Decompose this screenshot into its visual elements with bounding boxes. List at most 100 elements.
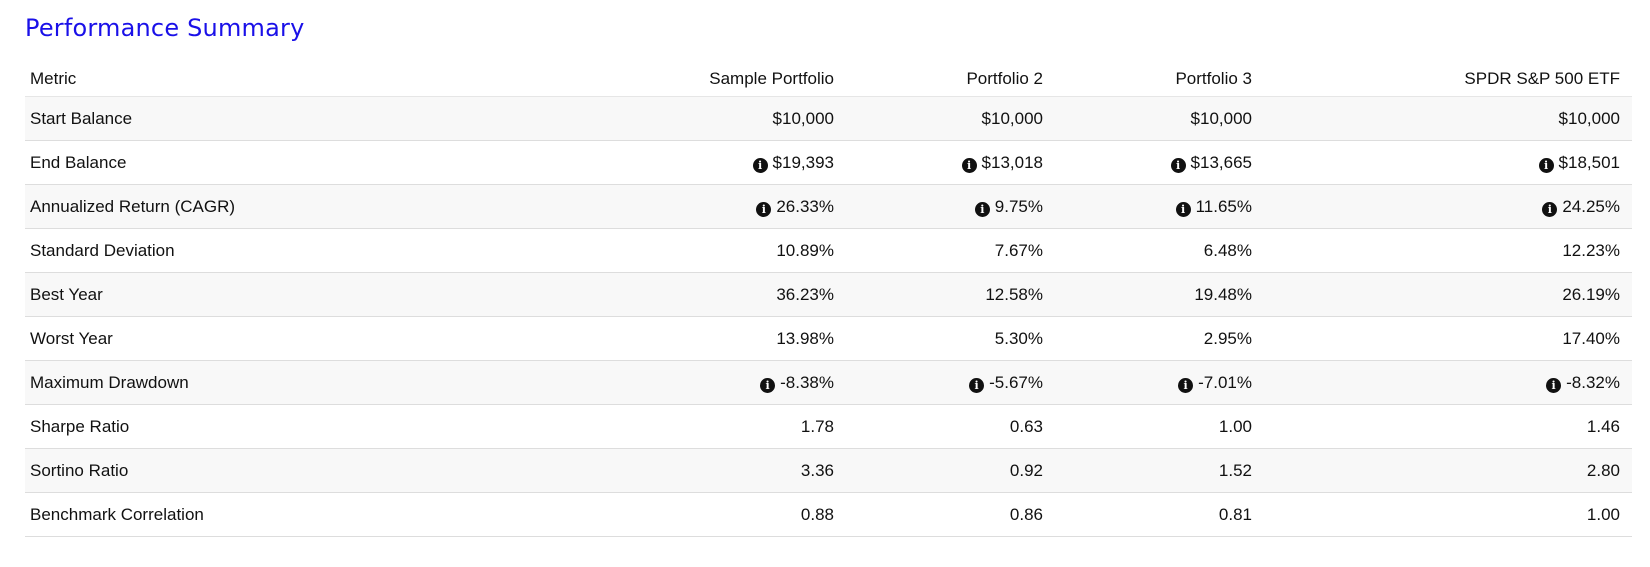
performance-summary-section: Performance Summary Metric Sample Portfo… [25, 14, 1632, 537]
cell-value-text: 13.98% [776, 328, 834, 348]
table-cell-value: i -7.01% [1055, 360, 1264, 405]
info-icon[interactable]: i [961, 157, 977, 173]
table-row: Sortino Ratio 3.36 0.92 1.52 2.80 [25, 448, 1632, 493]
table-cell-value: 13.98% [475, 316, 846, 361]
table-cell-value: i 24.25% [1264, 184, 1632, 229]
cell-value-text: 0.92 [1009, 460, 1043, 480]
info-icon[interactable]: i [760, 377, 776, 393]
column-header-portfolio-3: Portfolio 3 [1055, 62, 1264, 97]
info-icon[interactable]: i [1546, 377, 1562, 393]
table-row: Standard Deviation 10.89% 7.67% 6.48% 12.23% [25, 228, 1632, 273]
info-icon[interactable]: i [756, 201, 772, 217]
table-cell-value: 1.00 [1055, 404, 1264, 449]
cell-value-text: $13,665 [1190, 152, 1252, 172]
metric-label: Sortino Ratio [25, 448, 475, 493]
table-cell-value: 6.48% [1055, 228, 1264, 273]
cell-value-text: $10,000 [1190, 108, 1252, 128]
metric-label: Worst Year [25, 316, 475, 361]
cell-value-text: 9.75% [994, 196, 1043, 216]
table-cell-value: 12.58% [846, 272, 1055, 317]
cell-value-text: 0.88 [800, 504, 834, 524]
table-cell-value: $10,000 [475, 96, 846, 141]
column-header-sample-portfolio: Sample Portfolio [475, 62, 846, 97]
cell-value-text: 0.81 [1218, 504, 1252, 524]
table-cell-value: 3.36 [475, 448, 846, 493]
cell-value-text: 0.86 [1009, 504, 1043, 524]
metric-label: Standard Deviation [25, 228, 475, 273]
cell-value-text: 11.65% [1195, 196, 1252, 216]
page-title: Performance Summary [25, 14, 305, 42]
performance-summary-table: Metric Sample Portfolio Portfolio 2 Port… [25, 62, 1632, 537]
cell-value-text: 2.95% [1203, 328, 1252, 348]
table-cell-value: 1.00 [1264, 492, 1632, 537]
table-cell-value: i $13,018 [846, 140, 1055, 185]
info-icon[interactable]: i [969, 377, 985, 393]
cell-value-text: 12.58% [985, 284, 1043, 304]
table-body: Start Balance $10,000 $10,000 $10,000 $10,00… [25, 96, 1632, 537]
table-cell-value: 0.86 [846, 492, 1055, 537]
table-cell-value: $10,000 [846, 96, 1055, 141]
info-icon[interactable]: i [752, 157, 768, 173]
table-cell-value: 36.23% [475, 272, 846, 317]
table-cell-value: 10.89% [475, 228, 846, 273]
table-cell-value: $10,000 [1055, 96, 1264, 141]
table-cell-value: 2.95% [1055, 316, 1264, 361]
table-cell-value: i 9.75% [846, 184, 1055, 229]
table-row: Best Year 36.23% 12.58% 19.48% 26.19% [25, 272, 1632, 317]
cell-value-text: 1.00 [1218, 416, 1252, 436]
column-header-spdr-sp500-etf: SPDR S&P 500 ETF [1264, 62, 1632, 97]
cell-value-text: -5.67% [989, 372, 1043, 392]
metric-label: End Balance [25, 140, 475, 185]
table-row: Start Balance $10,000 $10,000 $10,000 $10,00… [25, 96, 1632, 141]
table-row: Maximum Drawdown i -8.38% i -5.67% i -7.01% i -8… [25, 360, 1632, 405]
table-row: Worst Year 13.98% 5.30% 2.95% 17.40% [25, 316, 1632, 361]
column-header-portfolio-2: Portfolio 2 [846, 62, 1055, 97]
cell-value-text: 10.89% [776, 240, 834, 260]
info-icon[interactable]: i [1175, 201, 1191, 217]
table-cell-value: 0.63 [846, 404, 1055, 449]
table-cell-value: 1.52 [1055, 448, 1264, 493]
table-cell-value: i -5.67% [846, 360, 1055, 405]
cell-value-text: 36.23% [776, 284, 834, 304]
info-icon[interactable]: i [1538, 157, 1554, 173]
cell-value-text: 2.80 [1586, 460, 1620, 480]
cell-value-text: $13,018 [981, 152, 1043, 172]
cell-value-text: $10,000 [981, 108, 1043, 128]
metric-label: Benchmark Correlation [25, 492, 475, 537]
cell-value-text: 6.48% [1203, 240, 1252, 260]
metric-label: Sharpe Ratio [25, 404, 475, 449]
cell-value-text: -8.38% [780, 372, 834, 392]
cell-value-text: 0.63 [1009, 416, 1043, 436]
cell-value-text: $10,000 [772, 108, 834, 128]
cell-value-text: 26.19% [1562, 284, 1620, 304]
info-icon[interactable]: i [1170, 157, 1186, 173]
table-row: Sharpe Ratio 1.78 0.63 1.00 1.46 [25, 404, 1632, 449]
cell-value-text: 1.78 [800, 416, 834, 436]
cell-value-text: 17.40% [1562, 328, 1620, 348]
table-cell-value: i $19,393 [475, 140, 846, 185]
table-cell-value: i $13,665 [1055, 140, 1264, 185]
table-cell-value: 12.23% [1264, 228, 1632, 273]
cell-value-text: 3.36 [800, 460, 834, 480]
cell-value-text: 12.23% [1562, 240, 1620, 260]
cell-value-text: 26.33% [776, 196, 834, 216]
table-cell-value: 0.81 [1055, 492, 1264, 537]
table-cell-value: 5.30% [846, 316, 1055, 361]
table-cell-value: i -8.32% [1264, 360, 1632, 405]
table-cell-value: i 26.33% [475, 184, 846, 229]
cell-value-text: 24.25% [1562, 196, 1620, 216]
cell-value-text: 7.67% [994, 240, 1043, 260]
cell-value-text: $10,000 [1558, 108, 1620, 128]
cell-value-text: 5.30% [994, 328, 1043, 348]
table-cell-value: 0.92 [846, 448, 1055, 493]
table-cell-value: i $18,501 [1264, 140, 1632, 185]
info-icon[interactable]: i [1542, 201, 1558, 217]
info-icon[interactable]: i [1178, 377, 1194, 393]
metric-label: Maximum Drawdown [25, 360, 475, 405]
table-cell-value: 0.88 [475, 492, 846, 537]
info-icon[interactable]: i [974, 201, 990, 217]
table-cell-value: $10,000 [1264, 96, 1632, 141]
table-cell-value: 1.78 [475, 404, 846, 449]
metric-label: Start Balance [25, 96, 475, 141]
table-cell-value: 1.46 [1264, 404, 1632, 449]
